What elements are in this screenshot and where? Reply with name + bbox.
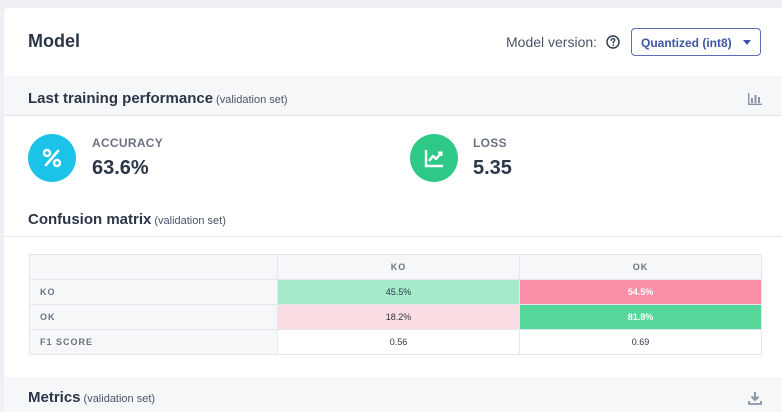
matrix-cell: 45.5%	[277, 279, 520, 305]
matrix-cell: 81.8%	[519, 304, 762, 330]
page-title: Model	[28, 31, 80, 51]
help-circle-icon[interactable]	[606, 35, 620, 49]
metrics-title-text: Metrics	[28, 389, 81, 406]
metrics-title: Metrics (validation set)	[28, 389, 155, 406]
loss-badge	[410, 134, 458, 182]
accuracy-label: ACCURACY	[92, 136, 164, 150]
model-card: Model Model version: Quantized (int8) La…	[4, 8, 782, 412]
confusion-matrix-subtitle: (validation set)	[154, 215, 226, 227]
accuracy-badge	[28, 134, 76, 182]
table-row: KO 45.5% 54.5%	[29, 279, 762, 305]
download-icon[interactable]	[748, 391, 762, 405]
f1-cell: 0.56	[277, 329, 520, 355]
performance-title-text: Last training performance	[28, 90, 214, 107]
confusion-matrix-title-text: Confusion matrix	[28, 211, 152, 228]
table-row: OK 18.2% 81.8%	[29, 304, 762, 330]
column-header-blank	[29, 254, 278, 280]
model-version-label: Model version:	[506, 34, 598, 50]
row-header: OK	[29, 304, 278, 330]
divider	[4, 236, 782, 237]
confusion-matrix-title: Confusion matrix (validation set)	[28, 211, 226, 228]
metrics-section-header: Metrics (validation set)	[4, 377, 782, 412]
trend-chart-icon	[424, 150, 443, 168]
f1-cell: 0.69	[519, 329, 762, 355]
confusion-matrix-table: KO OK KO 45.5% 54.5% OK 18.2% 81.8% F1 S…	[29, 254, 762, 355]
matrix-cell: 18.2%	[277, 304, 520, 330]
card-header: Model Model version: Quantized (int8)	[4, 8, 782, 74]
loss-value: 5.35	[473, 157, 512, 179]
row-header: F1 SCORE	[29, 329, 278, 355]
performance-title: Last training performance (validation set…	[28, 90, 288, 107]
chevron-down-icon	[743, 40, 751, 45]
percent-icon	[42, 148, 62, 168]
accuracy-value: 63.6%	[92, 157, 149, 179]
performance-subtitle: (validation set)	[216, 94, 288, 106]
model-version-select[interactable]: Quantized (int8)	[631, 28, 761, 56]
row-header: KO	[29, 279, 278, 305]
loss-label: LOSS	[473, 136, 507, 150]
performance-section-header: Last training performance (validation set…	[4, 76, 782, 116]
matrix-cell: 54.5%	[519, 279, 762, 305]
metrics-subtitle: (validation set)	[83, 393, 156, 405]
column-header-ko: KO	[277, 254, 520, 280]
table-row: F1 SCORE 0.56 0.69	[29, 329, 762, 355]
bar-chart-icon[interactable]	[748, 93, 762, 105]
model-version-value: Quantized (int8)	[641, 36, 732, 50]
table-header-row: KO OK	[29, 254, 762, 280]
column-header-ok: OK	[519, 254, 762, 280]
